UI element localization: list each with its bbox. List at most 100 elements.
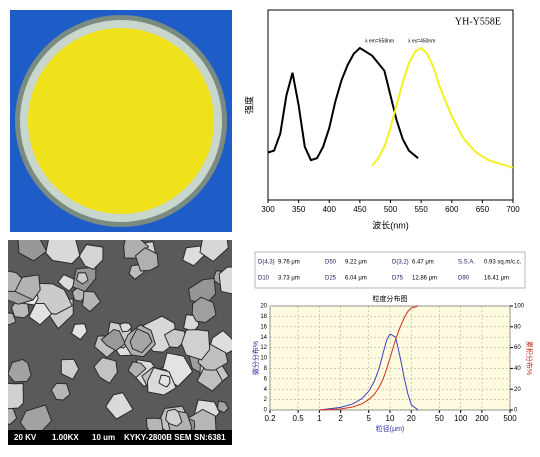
- sem-caption: KYKY-2800B SEM: [124, 433, 192, 442]
- y2-tick-label: 0: [514, 408, 518, 414]
- stat-value: 3.73 μm: [278, 276, 300, 282]
- particle: [191, 296, 217, 324]
- x-tick-label: 550: [414, 205, 428, 214]
- particle: [28, 303, 53, 326]
- particle: [127, 361, 147, 379]
- particle: [57, 273, 78, 292]
- y-tick-label: 12: [260, 345, 267, 351]
- particle: [8, 312, 17, 326]
- x-tick-label: 500: [503, 414, 517, 423]
- y-tick-label: 10: [260, 356, 267, 362]
- particle: [14, 274, 41, 301]
- stat-label: D50: [325, 260, 337, 266]
- sem-caption: 20 KV: [14, 433, 37, 442]
- stat-value: 6.47 μm: [412, 260, 434, 266]
- particle: [119, 322, 133, 333]
- x-tick-label: 0.5: [293, 414, 305, 423]
- particle: [8, 358, 32, 383]
- y2-tick-label: 40: [514, 366, 521, 372]
- particle: [129, 328, 153, 354]
- y-axis-label: 强度: [243, 96, 254, 114]
- stat-label: D(4,3): [258, 260, 275, 266]
- particle: [216, 400, 230, 414]
- particle: [158, 374, 171, 388]
- particle: [17, 240, 48, 262]
- stat-label: D(3,2): [392, 260, 409, 266]
- y2-axis-label: 累积分布%: [525, 341, 534, 375]
- stat-value: 9.22 μm: [345, 260, 367, 266]
- particle: [100, 328, 126, 352]
- x-tick-label: 400: [323, 205, 337, 214]
- spectrum-frame: [267, 9, 514, 201]
- particle: [199, 240, 229, 263]
- particle: [60, 358, 80, 380]
- x-tick-label: 1: [317, 414, 322, 423]
- x-tick-label: 10: [386, 414, 395, 423]
- y-tick-label: 16: [260, 324, 267, 330]
- x-tick-label: 2: [338, 414, 343, 423]
- series-line: [319, 333, 419, 411]
- particle: [19, 404, 53, 430]
- sem-image: [8, 240, 232, 430]
- x-tick-label: 450: [353, 205, 367, 214]
- x-tick-label: 500: [384, 205, 398, 214]
- particle: [45, 240, 81, 265]
- annotation: λ em=558nm: [365, 38, 394, 44]
- x-tick-label: 5: [367, 414, 372, 423]
- x-tick-label: 0.2: [264, 414, 276, 423]
- particle: [76, 272, 89, 285]
- x-tick-label: 350: [292, 205, 306, 214]
- sem-caption: 1.00KX: [52, 433, 79, 442]
- stat-value: 0.93 sq.m/c.c.: [484, 260, 522, 266]
- particle: [93, 356, 118, 384]
- particle: [70, 323, 88, 341]
- y-tick-label: 0: [264, 408, 268, 414]
- stat-value: 16.41 μm: [484, 276, 509, 282]
- particle: [123, 240, 150, 259]
- series-line: [319, 305, 419, 411]
- y-tick-label: 14: [260, 335, 267, 341]
- y2-tick-label: 100: [514, 304, 525, 310]
- stat-value: 9.76 μm: [278, 260, 300, 266]
- x-tick-label: 300: [261, 205, 275, 214]
- x-tick-label: 700: [506, 205, 520, 214]
- stat-label: S.S.A.: [458, 260, 475, 266]
- powder: [28, 28, 214, 214]
- y-tick-label: 2: [264, 397, 268, 403]
- particle: [8, 382, 24, 410]
- sem-caption: 10 um: [92, 433, 115, 442]
- y-tick-label: 8: [264, 366, 268, 372]
- y-tick-label: 18: [260, 314, 267, 320]
- sem-caption: SN:6381: [194, 433, 226, 442]
- y-tick-label: 20: [260, 304, 267, 310]
- series-line: [371, 46, 514, 169]
- y-tick-label: 6: [264, 376, 268, 382]
- sem-caption-bar: [8, 430, 232, 445]
- series-line: [267, 46, 419, 162]
- x-tick-label: 50: [435, 414, 444, 423]
- chart-title: YH-Y558E: [455, 16, 501, 27]
- x-axis-label: 波长(nm): [372, 219, 409, 230]
- x-tick-label: 20: [407, 414, 416, 423]
- y2-tick-label: 80: [514, 324, 521, 330]
- y-tick-label: 4: [264, 387, 268, 393]
- x-tick-label: 100: [454, 414, 468, 423]
- stat-label: D75: [392, 276, 404, 282]
- x-tick-label: 600: [445, 205, 459, 214]
- stat-label: D10: [258, 276, 270, 282]
- particle: [145, 417, 164, 430]
- particle: [180, 329, 211, 361]
- x-tick-label: 650: [476, 205, 490, 214]
- particle: [81, 290, 102, 313]
- particle: [105, 392, 134, 420]
- y2-tick-label: 60: [514, 345, 521, 351]
- stat-label: D25: [325, 276, 337, 282]
- y-axis-label: 微分分布%: [251, 341, 260, 375]
- x-axis-label: 粒径(μm): [376, 424, 405, 433]
- chart-title: 粒度分布图: [373, 294, 408, 303]
- particle: [134, 247, 159, 272]
- stat-label: D90: [458, 276, 470, 282]
- stat-value: 12.86 μm: [412, 276, 437, 282]
